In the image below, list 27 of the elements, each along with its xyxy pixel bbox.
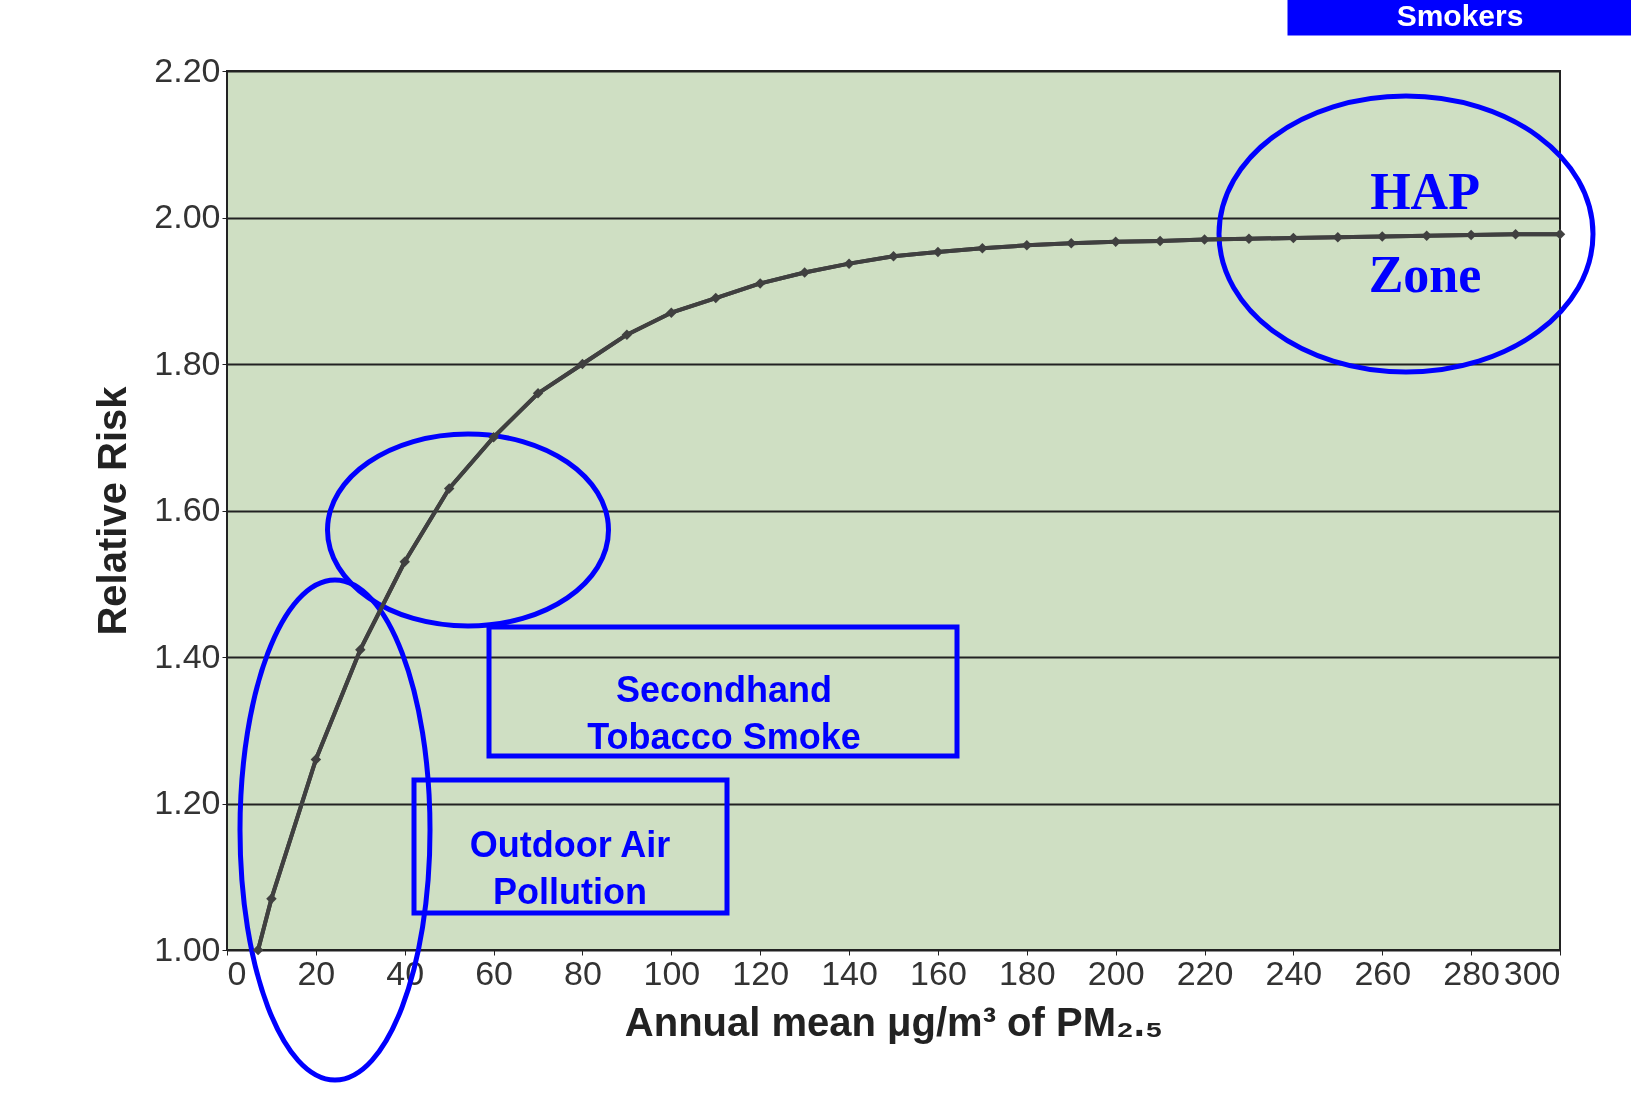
x-tick-label: 20 <box>297 953 336 992</box>
x-tick-label: 260 <box>1354 953 1412 992</box>
x-tick-label: 220 <box>1176 953 1234 992</box>
x-tick-label: 180 <box>998 953 1056 992</box>
x-tick-label: 240 <box>1265 953 1323 992</box>
x-tick-label: 280 <box>1443 953 1500 992</box>
y-axis-title: Relative Risk <box>90 385 135 636</box>
annotation: Secondhand Tobacco Smoke <box>587 669 861 757</box>
x-tick-label: 140 <box>821 953 878 992</box>
x-tick-label: 300 <box>1503 953 1561 992</box>
x-tick-label: 60 <box>475 953 514 992</box>
y-tick-label: 1.40 <box>154 636 221 675</box>
annotation: Outdoor Air Pollution <box>469 824 671 912</box>
y-tick-label: 1.20 <box>154 783 221 821</box>
y-tick-label: 2.00 <box>154 197 221 235</box>
x-tick-label: 120 <box>732 953 790 992</box>
x-tick-label: 100 <box>643 953 701 992</box>
x-axis-title: Annual mean μg/m³ of PM₂.₅ <box>624 999 1164 1044</box>
y-tick-label: 1.60 <box>154 490 221 528</box>
y-tick-label: 1.00 <box>154 929 221 968</box>
text: Smokers <box>1396 0 1524 32</box>
y-tick-label: 1.80 <box>154 343 221 382</box>
y-tick-label: 2.20 <box>154 50 221 89</box>
x-tick-label: 200 <box>1087 953 1145 992</box>
x-tick-label: 80 <box>564 953 602 992</box>
x-tick-label: 160 <box>910 953 967 992</box>
x-tick-label: 0 <box>227 953 247 992</box>
